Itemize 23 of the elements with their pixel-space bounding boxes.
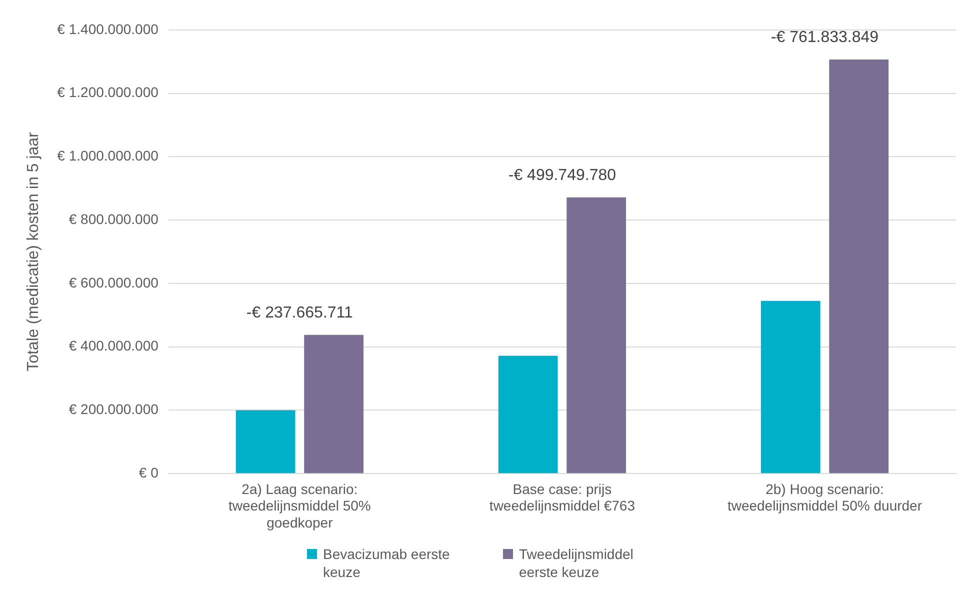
- y-tick-label: € 200.000.000: [68, 401, 159, 418]
- bar: [760, 300, 820, 474]
- x-tick-label: Base case: prijs tweedelijnsmiddel €763: [489, 480, 636, 514]
- y-tick-label: € 1.200.000.000: [57, 84, 159, 100]
- annotation: -€ 761.833.849: [770, 28, 879, 46]
- bar: [498, 356, 558, 474]
- legend-label: Bevacizumab eerste keuze: [323, 545, 451, 581]
- y-axis-title: Totale (medicatie) kosten in 5 jaar: [25, 132, 42, 372]
- bar: [236, 410, 296, 474]
- annotation: -€ 499.749.780: [508, 166, 616, 184]
- y-tick-label: € 1.400.000.000: [57, 20, 159, 37]
- y-tick-label: € 0: [138, 464, 159, 480]
- y-tick-label: € 600.000.000: [68, 274, 159, 290]
- y-tick-label: € 800.000.000: [68, 210, 159, 227]
- annotation: -€ 237.665.711: [246, 304, 353, 322]
- y-tick-label: € 400.000.000: [68, 338, 159, 354]
- x-tick-label: 2a) Laag scenario: tweedelijnsmiddel 50% goedkoper: [228, 480, 371, 530]
- bar: [566, 197, 626, 474]
- bar: [304, 334, 364, 474]
- x-tick-label: 2b) Hoog scenario: tweedelijnsmiddel 50% duurder: [727, 480, 922, 514]
- legend-label: Tweedelijnsmiddel eerste keuze: [519, 545, 634, 581]
- bar: [829, 59, 889, 474]
- y-tick-label: € 1.000.000.000: [57, 148, 159, 164]
